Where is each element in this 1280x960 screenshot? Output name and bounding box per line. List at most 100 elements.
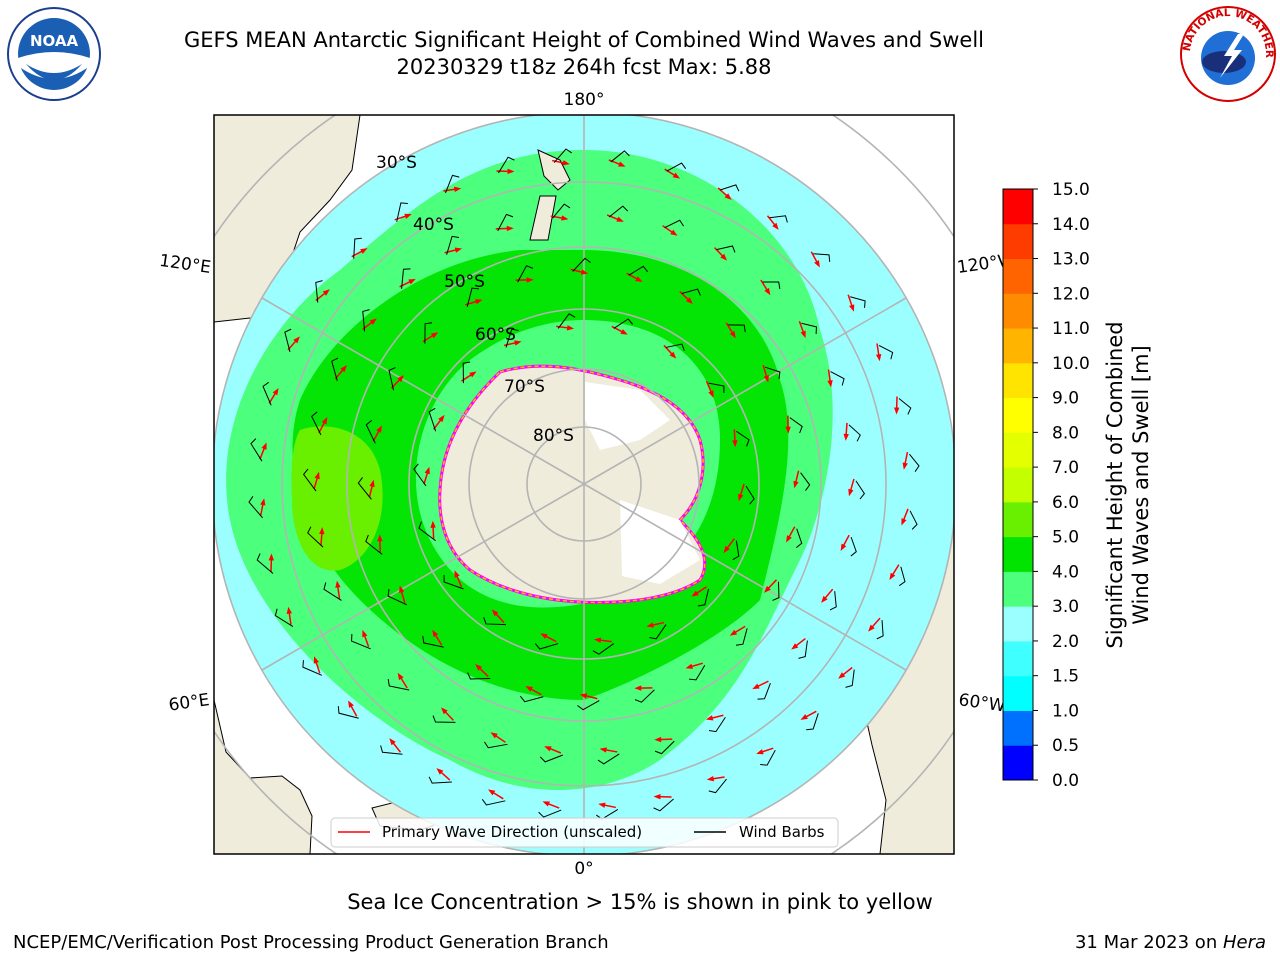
wave-arrow-head: [475, 299, 483, 305]
noaa-logo-text: NOAA: [30, 32, 79, 50]
wind-barb: [572, 257, 591, 272]
footer-date-text: 31 Mar 2023 on: [1074, 932, 1223, 953]
wind-barb: [337, 706, 359, 719]
wind-barb: [387, 678, 410, 691]
wind-barb: [608, 205, 629, 218]
lon-label-120e: 120°E: [158, 251, 212, 278]
wind-barb: [432, 715, 456, 723]
weddell-ice-shelf: [620, 500, 700, 584]
wind-barb: [898, 566, 906, 587]
colorbar: 0.0 0.5 1.0 1.5 2.0 3.0 4.0 5.0 6.0 7.0 8.0 9.0 10.0…: [1002, 180, 1090, 791]
wind-barb: [396, 202, 408, 222]
wind-barb: [446, 235, 460, 255]
wave-arrow-head: [902, 462, 908, 470]
wind-barb: [250, 438, 263, 462]
lat-label-60s: 60°S: [475, 325, 516, 345]
map-legend: Primary Wave Direction (unscaled) Wind B…: [330, 817, 839, 848]
wind-barb: [664, 219, 684, 229]
wind-barb: [302, 660, 323, 676]
wind-barb: [517, 265, 534, 283]
colorbar-tick-label: 5.0: [1052, 528, 1079, 548]
colorbar-tick-label: 1.5: [1052, 667, 1079, 687]
wave-arrow-head: [838, 672, 846, 679]
wind-barb: [801, 322, 817, 334]
wave-arrow-head: [724, 193, 732, 200]
wave-arrow-head: [635, 276, 643, 282]
colorbar-swatch: [1003, 501, 1033, 538]
wave-arrow-head: [268, 553, 275, 561]
wave-arrow-head: [440, 707, 448, 715]
wind-barb: [357, 477, 372, 500]
wave-arrow-head: [430, 332, 439, 339]
wave-arrow-head: [360, 248, 368, 254]
wind-barb: [653, 798, 674, 812]
wave-arrow-head: [542, 801, 550, 807]
graticule: [214, 115, 954, 854]
wind-barb: [481, 798, 506, 806]
wave-arrow-head: [491, 609, 499, 617]
wind-barb: [424, 322, 433, 344]
wind-barb: [577, 700, 600, 711]
footer-date: 31 Mar 2023 on Hera: [1075, 932, 1266, 953]
colorbar-tick-label: 8.0: [1052, 423, 1079, 443]
colorbar-tick-label: 14.0: [1052, 215, 1090, 235]
wave-arrow-head: [685, 663, 693, 669]
lat-label-80s: 80°S: [533, 426, 574, 446]
colorbar-swatch: [1003, 328, 1033, 364]
wave-arrow-head: [389, 738, 396, 746]
wind-barb: [443, 574, 464, 590]
wind-barb: [323, 582, 342, 601]
wave-arrow-head: [404, 213, 412, 219]
wave-arrow-head: [475, 664, 483, 671]
wind-barb: [848, 424, 861, 442]
wind-barb: [597, 753, 620, 765]
wave-arrow-head: [786, 535, 792, 543]
wave-direction-arrows: [248, 148, 920, 820]
lat-label-70s: 70°S: [504, 377, 545, 397]
wave-arrow-head: [821, 595, 828, 603]
colorbar-tick-label: 1.0: [1052, 701, 1079, 721]
wind-barb: [769, 215, 788, 223]
wind-barb: [557, 313, 576, 329]
wind-barb: [845, 669, 855, 688]
wind-barb: [538, 809, 562, 818]
wave-arrow-head: [526, 277, 534, 283]
colorbar-swatch: [1003, 223, 1033, 260]
sea-ice-edge: [438, 365, 706, 604]
wave-arrow-head: [340, 365, 347, 373]
wave-arrow-head: [654, 736, 662, 743]
sea-ice-caption: Sea Ice Concentration > 15% is shown in …: [347, 890, 933, 914]
wave-arrow-head: [436, 768, 444, 775]
wind-barb: [795, 528, 803, 549]
wave-arrow-head: [314, 471, 320, 480]
wind-barb: [708, 716, 726, 733]
wind-barb: [800, 472, 811, 491]
wind-barb: [256, 553, 274, 574]
wave-arrow-head: [764, 287, 771, 296]
colorbar-swatch: [1003, 606, 1033, 642]
ross-ice-shelf: [585, 382, 670, 450]
wind-barb: [388, 367, 396, 391]
wave-arrow-head: [397, 672, 404, 681]
colorbar-tick-label: 0.5: [1052, 736, 1079, 756]
wave-arrow-head: [525, 686, 533, 692]
wave-arrow-head: [756, 749, 764, 755]
colorbar-swatch: [1003, 258, 1033, 294]
wave-arrow-head: [562, 160, 570, 166]
colorbar-swatch: [1003, 675, 1033, 711]
colorbar-swatch: [1003, 362, 1033, 399]
wind-barb: [401, 268, 411, 289]
lat-label-40s: 40°S: [413, 215, 454, 235]
wave-arrow-head: [424, 466, 430, 475]
wind-barb: [505, 328, 519, 348]
wind-barb: [850, 536, 857, 557]
wind-barb: [909, 510, 918, 530]
wave-arrow-head: [791, 643, 799, 650]
wave-arrow-head: [469, 371, 477, 378]
wave-arrow-head: [598, 802, 606, 808]
wave-arrow-head: [377, 534, 383, 542]
colorbar-swatch: [1003, 432, 1033, 468]
wave-arrow-head: [453, 186, 462, 193]
colorbar-tick-label: 3.0: [1052, 597, 1079, 617]
wave-arrow-head: [319, 527, 325, 535]
